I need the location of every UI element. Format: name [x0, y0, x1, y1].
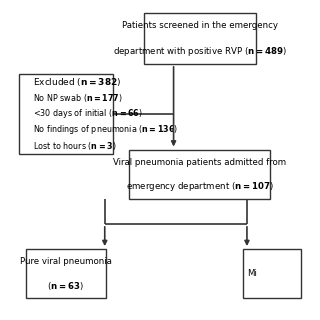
FancyBboxPatch shape [19, 74, 113, 154]
FancyBboxPatch shape [129, 150, 270, 199]
Text: Pure viral pneumonia: Pure viral pneumonia [20, 257, 112, 266]
FancyBboxPatch shape [243, 249, 301, 298]
Text: Viral pneumonia patients admitted from: Viral pneumonia patients admitted from [113, 157, 286, 166]
Text: No findings of pneumonia ($\bf{n=136}$): No findings of pneumonia ($\bf{n=136}$) [33, 123, 179, 136]
Text: <30 days of initial ($\bf{n=66}$): <30 days of initial ($\bf{n=66}$) [33, 107, 143, 120]
Text: ($\bf{n=63}$): ($\bf{n=63}$) [47, 280, 84, 292]
Text: emergency department ($\bf{n=107}$): emergency department ($\bf{n=107}$) [126, 180, 274, 193]
FancyBboxPatch shape [144, 13, 256, 64]
Text: Excluded ($\bf{n=382}$): Excluded ($\bf{n=382}$) [33, 76, 122, 88]
Text: Mi: Mi [247, 269, 257, 278]
Text: No NP swab ($\bf{n=177}$): No NP swab ($\bf{n=177}$) [33, 92, 123, 104]
Text: Lost to hours ($\bf{n=3}$): Lost to hours ($\bf{n=3}$) [33, 140, 116, 152]
Text: Patients screened in the emergency: Patients screened in the emergency [122, 21, 278, 30]
FancyBboxPatch shape [26, 249, 106, 298]
Text: department with positive RVP ($\bf{n=489}$): department with positive RVP ($\bf{n=489… [113, 45, 287, 58]
